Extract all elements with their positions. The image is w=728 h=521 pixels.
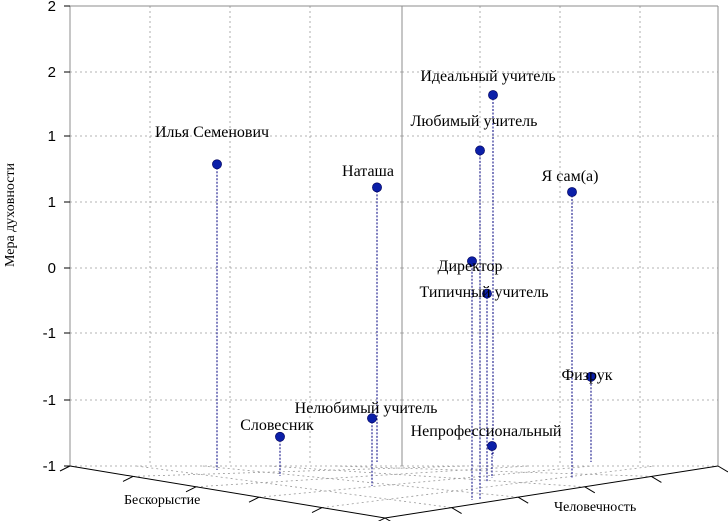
floor-gridline (132, 465, 466, 477)
y-tick-mark (517, 496, 529, 504)
floor-gridline (258, 465, 592, 498)
y-tick-mark (651, 475, 662, 483)
y-tick-mark (384, 517, 391, 521)
data-point (488, 90, 498, 100)
floor-gridline (195, 465, 529, 488)
point-label: Любимый учитель (411, 113, 538, 130)
data-point (275, 431, 285, 442)
point-label: Типичный учитель (420, 284, 549, 301)
data-point (475, 145, 485, 156)
point-label: Я сам(а) (542, 168, 599, 185)
z-tick-label: 0 (48, 260, 56, 277)
data-point (482, 288, 492, 299)
z-tick-label: 2 (48, 64, 56, 81)
data-point (586, 371, 596, 382)
point-label: Нелюбимый учитель (295, 400, 438, 417)
data-point (487, 441, 497, 451)
axes-layer (69, 5, 719, 519)
data-point (567, 187, 577, 197)
x-axis-title: Бескорыстие (124, 493, 200, 508)
point-label: Наташа (342, 163, 394, 180)
data-point (467, 256, 477, 267)
y-tick-mark (451, 507, 462, 515)
z-tick-label: -1 (43, 458, 56, 475)
drop-lines (216, 95, 592, 500)
ticks-layer: 2 2 1 1 0 -1 -1 -1 (43, 0, 728, 521)
data-point (367, 413, 377, 424)
point-label: Физрук (561, 367, 612, 384)
x-tick-mark (122, 475, 134, 482)
point-label: Илья Семенович (155, 124, 269, 141)
point-label: Директор (438, 258, 503, 275)
z-tick-label: -1 (43, 325, 56, 342)
x-tick-mark (248, 496, 260, 503)
z-tick-label: 1 (48, 194, 56, 211)
point-label: Идеальный учитель (420, 68, 555, 85)
points-layer (212, 90, 596, 451)
x-tick-mark (59, 465, 71, 472)
floor-gridline (321, 465, 655, 508)
y-tick-mark (717, 465, 728, 473)
data-point (372, 182, 382, 193)
z-tick-label: 1 (48, 128, 56, 145)
point-label: Непрофессиональный (411, 423, 562, 440)
x-tick-mark (311, 507, 323, 514)
labels-layer: Идеальный учитель Любимый учитель Илья Сем… (155, 68, 613, 440)
point-label: Словесник (240, 417, 314, 434)
z-tick-label: -1 (43, 392, 56, 409)
z-axis-title: Мера духовности (3, 162, 18, 267)
y-tick-mark (584, 486, 596, 494)
x-tick-mark (185, 486, 197, 493)
data-point (212, 159, 222, 170)
grid-layer (69, 5, 719, 508)
z-tick-label: 2 (48, 0, 56, 15)
y-axis-title: Человечность (554, 500, 636, 515)
